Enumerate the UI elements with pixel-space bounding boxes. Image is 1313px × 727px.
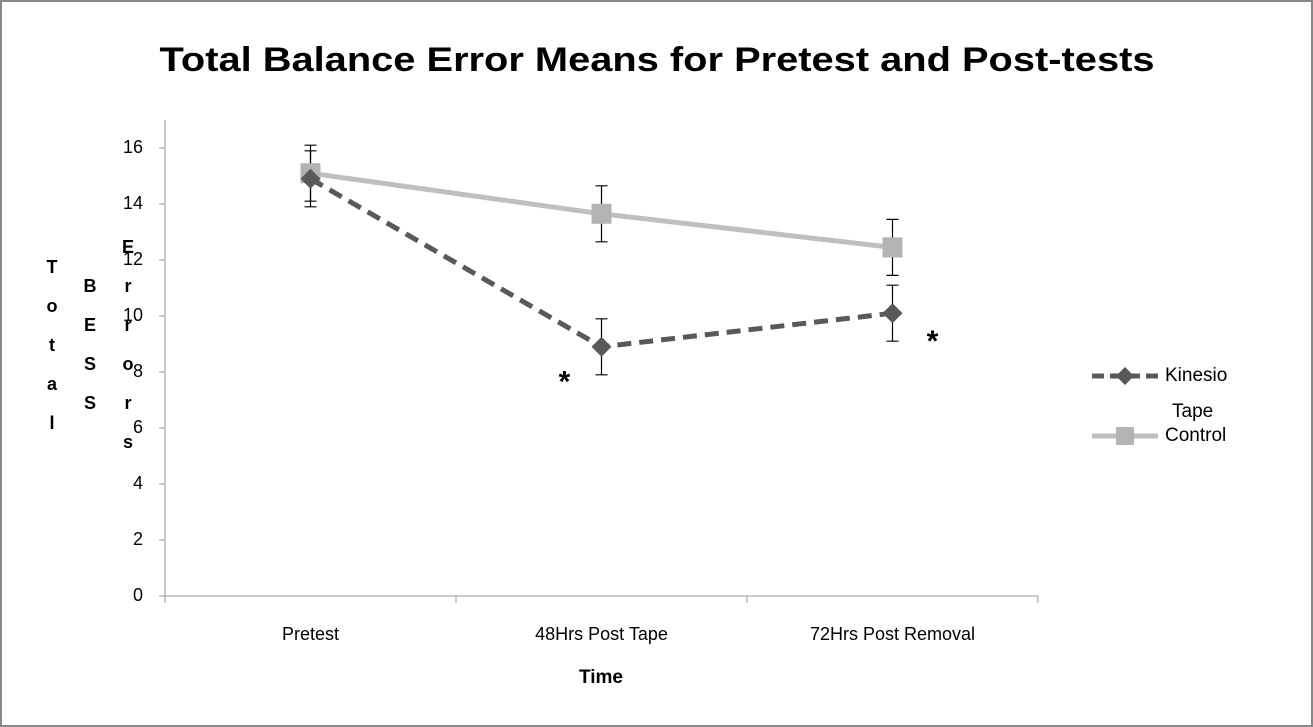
annotation: *: [559, 366, 571, 399]
legend-marker: [1116, 367, 1134, 385]
marker: [882, 237, 903, 258]
y-tick-label: 12: [123, 249, 143, 269]
marker: [591, 203, 612, 224]
y-tick-label: 8: [133, 361, 143, 381]
y-tick-label: 16: [123, 137, 143, 157]
legend-label: Kinesio Tape: [1165, 365, 1233, 422]
y-tick-label: 0: [133, 585, 143, 605]
y-tick-label: 4: [133, 473, 143, 493]
y-tick-label: 2: [133, 529, 143, 549]
annotation: *: [927, 325, 939, 358]
y-tick-label: 6: [133, 417, 143, 437]
y-axis-label: Total BESS Errors: [42, 237, 138, 471]
chart-title: Total Balance Error Means for Pretest an…: [160, 41, 1155, 79]
x-tick-label: 48Hrs Post Tape: [535, 624, 668, 644]
legend-label: Control: [1165, 425, 1226, 446]
x-axis-label: Time: [579, 667, 623, 688]
x-tick-label: Pretest: [282, 624, 339, 644]
marker: [591, 336, 612, 357]
marker: [300, 168, 321, 189]
marker: [882, 303, 903, 324]
y-tick-label: 14: [123, 193, 143, 213]
legend-marker: [1116, 427, 1134, 445]
y-tick-label: 10: [123, 305, 143, 325]
x-tick-label: 72Hrs Post Removal: [810, 624, 975, 644]
